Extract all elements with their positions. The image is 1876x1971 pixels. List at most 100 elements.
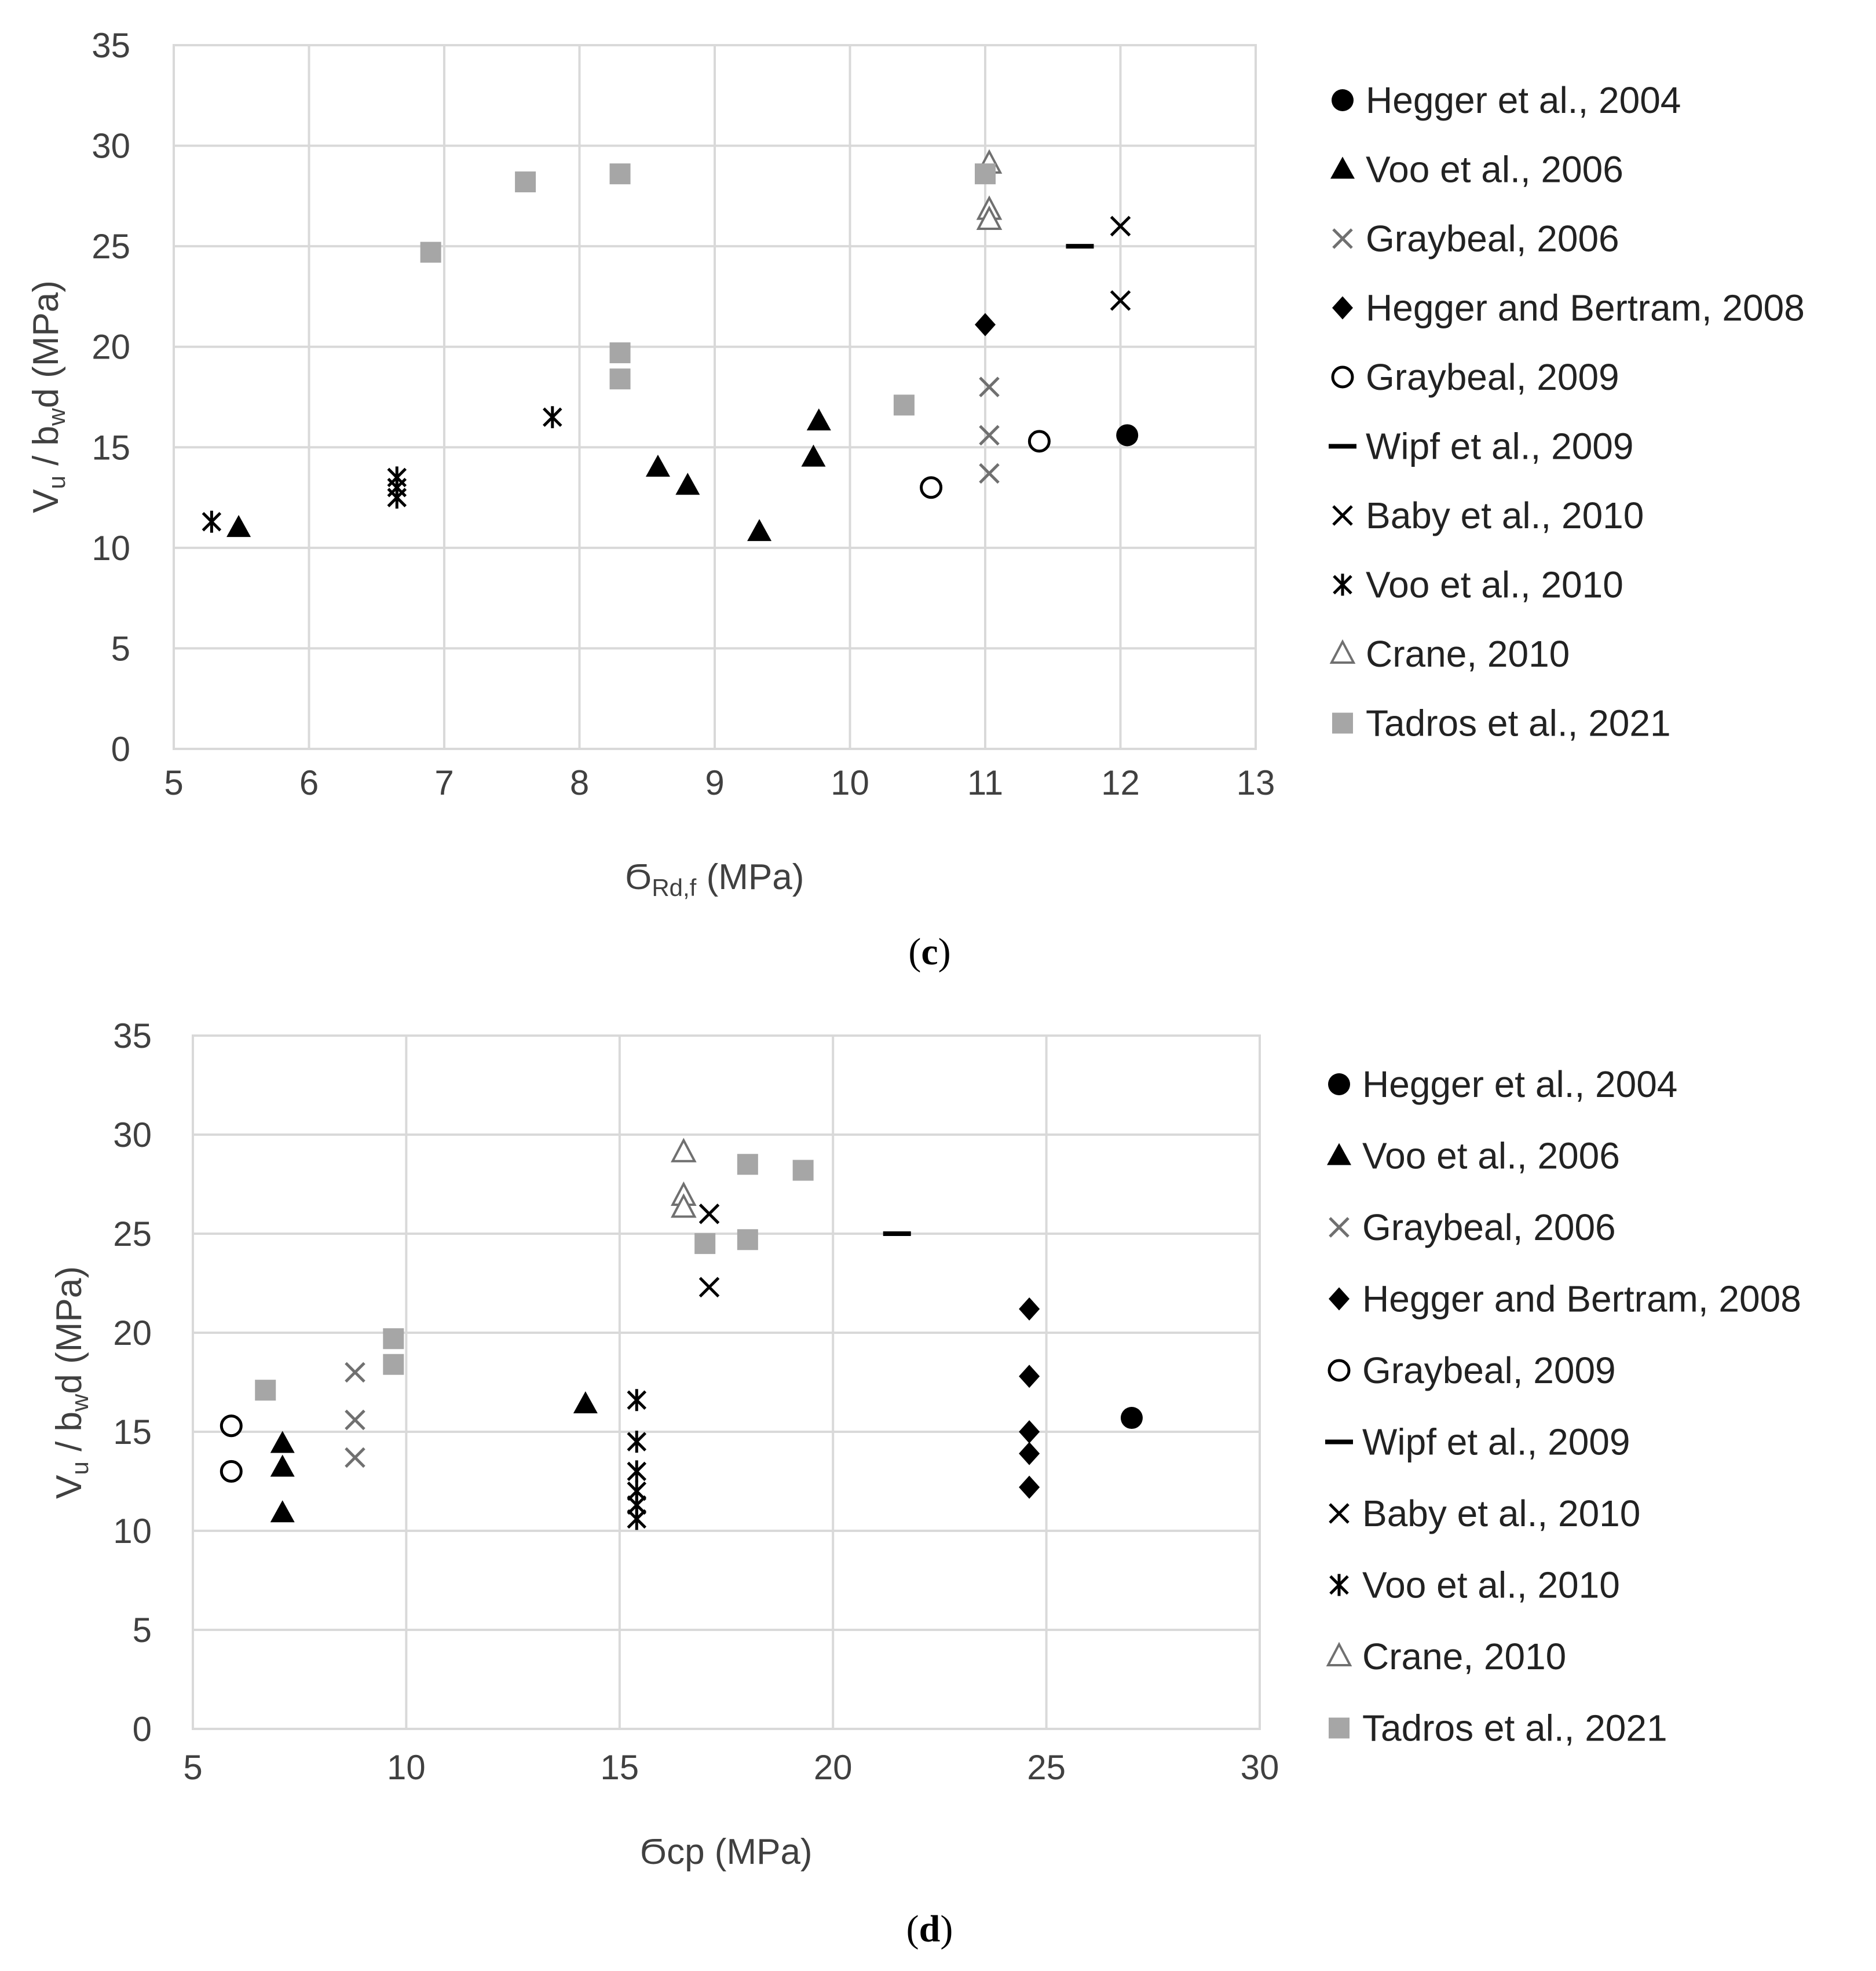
chart-d-caption-letter: d [919,1908,941,1950]
point-voo-et-al-2006 [270,1454,295,1477]
chart-c-caption: (c) [908,931,950,973]
point-voo-et-al-2006 [270,1431,295,1453]
filled-diamond-icon [1329,1287,1350,1311]
point-voo-et-al-2006 [806,408,831,431]
point-tadros-et-al-2021 [609,163,631,185]
black-x-icon [1333,506,1352,525]
point-voo-et-al-2006 [675,473,700,495]
chart-c-caption-letter: c [921,931,938,973]
point-tadros-et-al-2021 [792,1160,814,1181]
point-baby-et-al-2010 [700,1205,719,1223]
chart-d-x-tick-label: 5 [183,1748,202,1787]
point-graybeal-2006 [346,1363,364,1381]
chart-c-gridlines [173,44,1257,750]
point-voo-et-al-2006 [747,519,772,542]
gray-square-icon [1329,1717,1350,1739]
point-tadros-et-al-2021 [737,1154,758,1175]
point-graybeal-2006 [980,378,999,396]
point-wipf-et-al-2009 [1066,244,1094,249]
point-voo-et-al-2006 [573,1391,598,1414]
chart-c-x-tick-label: 13 [1237,763,1275,802]
point-tadros-et-al-2021 [383,1328,404,1350]
point-voo-et-al-2010 [628,1460,645,1482]
gray-square-icon [1332,712,1353,734]
point-hegger-and-bertram-2008 [975,313,996,337]
point-hegger-et-al-2004 [1116,424,1139,447]
point-graybeal-2009 [221,1461,241,1481]
point-tadros-et-al-2021 [515,171,536,193]
chart-c-y-axis-label: Vu / bwd (MPa) [26,280,70,513]
chart-d-y-tick-label: 10 [113,1512,152,1551]
legend-label-voo-et-al-2006: Voo et al., 2006 [1362,1135,1620,1177]
point-voo-et-al-2006 [270,1500,295,1523]
open-triangle-icon [1327,1643,1351,1666]
chart-d-plot-frame [192,1034,1261,1730]
legend-label-wipf-et-al-2009: Wipf et al., 2009 [1362,1421,1630,1463]
chart-d-gridlines [192,1034,1261,1730]
legend-label-graybeal-2006: Graybeal, 2006 [1362,1206,1616,1248]
point-voo-et-al-2010 [388,466,405,488]
asterisk-icon [1334,574,1351,596]
filled-triangle-icon [1327,1143,1351,1165]
chart-c-y-tick-label: 20 [92,328,130,367]
point-tadros-et-al-2021 [737,1229,758,1250]
chart-c-y-tick-label: 15 [92,428,130,467]
open-circle-icon [1333,367,1352,387]
point-graybeal-2006 [346,1448,364,1467]
chart-d-x-axis-label-unit: (MPa) [705,1832,813,1872]
gray-x-icon [1333,229,1352,248]
point-voo-et-al-2010 [628,1389,645,1411]
legend-label-crane-2010: Crane, 2010 [1366,633,1570,675]
chart-d-caption: (d) [906,1908,953,1950]
asterisk-icon [1330,1574,1348,1596]
chart-c-x-tick-label: 10 [831,763,869,802]
chart-c-y-tick-label: 0 [111,730,130,769]
chart-c-legend: Hegger et al., 2004 Voo et al., 2006 Grayb… [1329,79,1805,744]
point-tadros-et-al-2021 [383,1354,404,1375]
point-graybeal-2009 [1029,432,1049,451]
point-graybeal-2009 [921,478,941,498]
chart-c-x-tick-label: 6 [299,763,319,802]
chart-d-x-tick-label: 20 [814,1748,853,1787]
chart-c-x-tick-label: 8 [570,763,589,802]
point-hegger-and-bertram-2008 [1019,1297,1040,1321]
chart-d-y-tick-label: 25 [113,1215,152,1253]
chart-c-x-axis-label-main: Ϭ [626,857,652,897]
point-hegger-and-bertram-2008 [1019,1365,1040,1388]
point-hegger-et-al-2004 [1120,1407,1143,1429]
point-voo-et-al-2010 [544,406,561,428]
point-voo-et-al-2010 [628,1508,645,1530]
chart-c-y-tick-label: 5 [111,629,130,668]
open-circle-icon [1329,1361,1349,1380]
legend-label-tadros-et-al-2021: Tadros et al., 2021 [1362,1707,1667,1749]
legend-label-crane-2010: Crane, 2010 [1362,1636,1566,1677]
legend-label-hegger-et-al-2004: Hegger et al., 2004 [1362,1063,1677,1105]
open-triangle-icon [1330,641,1355,664]
chart-c-y-tick-label: 35 [92,26,130,65]
filled-circle-icon [1328,1073,1350,1095]
point-hegger-and-bertram-2008 [1019,1420,1040,1443]
chart-c-x-tick-label: 5 [164,763,183,802]
chart-d-x-axis-label-main: Ϭcp [640,1832,704,1872]
chart-d-legend: Hegger et al., 2004 Voo et al., 2006 Grayb… [1325,1063,1801,1749]
point-tadros-et-al-2021 [255,1380,276,1401]
chart-c-y-tick-label: 25 [92,227,130,266]
point-voo-et-al-2010 [203,511,220,533]
point-graybeal-2009 [221,1416,241,1436]
legend-label-graybeal-2009: Graybeal, 2009 [1362,1350,1616,1391]
point-tadros-et-al-2021 [609,368,631,390]
chart-d-y-tick-label: 0 [133,1710,152,1749]
legend-label-voo-et-al-2006: Voo et al., 2006 [1366,149,1623,191]
point-graybeal-2006 [980,464,999,482]
chart-c-x-axis-label: ϬRd,f (MPa) [626,857,804,901]
legend-label-baby-et-al-2010: Baby et al., 2010 [1362,1493,1640,1534]
point-tadros-et-al-2021 [893,394,915,416]
point-voo-et-al-2010 [628,1431,645,1453]
point-tadros-et-al-2021 [694,1233,716,1255]
chart-d-y-axis-label: Vu / bwd (MPa) [49,1266,93,1499]
chart-d-y-tick-label: 5 [133,1611,152,1650]
